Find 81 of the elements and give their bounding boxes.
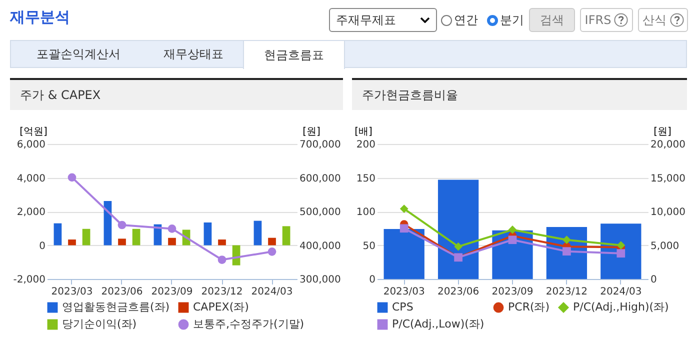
point: [400, 204, 408, 213]
text: 재무상태표: [162, 46, 224, 63]
bar: [118, 238, 126, 246]
y2-tick-label: 10,000: [650, 207, 686, 218]
y2-tick-label: 500,000: [300, 207, 341, 218]
y-tick-label: 6,000: [16, 140, 46, 150]
text: 현금흐름표: [243, 40, 345, 69]
legend-label: PCR(좌): [508, 300, 550, 314]
point: [562, 236, 571, 244]
bar: [204, 222, 212, 246]
legend-label: 당기순이익(좌): [62, 318, 137, 330]
x-tick-label: 2024/03: [600, 286, 642, 298]
y2-tick-label: 300,000: [300, 274, 341, 286]
legend-label: CAPEX(좌): [193, 300, 249, 314]
text: 재무분석: [10, 8, 70, 27]
point: [508, 226, 517, 234]
point: [562, 247, 571, 256]
bar: [168, 238, 176, 246]
y-tick-label: 4,000: [16, 173, 46, 184]
point: [168, 224, 176, 233]
button: IFRS: [580, 8, 633, 32]
legend-label: 영업활동현금흐름(좌): [62, 300, 170, 314]
button: 산식: [638, 8, 688, 32]
y-tick-label: 200: [356, 140, 376, 150]
point: [616, 249, 626, 258]
text: 포괄손익계산서: [36, 46, 122, 63]
x-tick-label: 2023/06: [101, 286, 143, 298]
point: [508, 236, 517, 244]
y2-axis-title: [원]: [302, 126, 320, 138]
point: [268, 247, 276, 256]
y-axis-title: [배]: [354, 126, 372, 138]
bar: [268, 238, 276, 246]
point: [118, 220, 126, 230]
legend-label: P/C(Adj.,Low)(좌): [392, 318, 484, 330]
point: [400, 224, 408, 233]
y2-axis-title: [원]: [654, 126, 672, 138]
y-tick-label: 0: [39, 240, 46, 252]
y-tick-label: 50: [362, 240, 376, 252]
bar: [82, 228, 90, 246]
y-tick-label: 100: [356, 207, 376, 218]
x-tick-label: 2024/03: [251, 286, 293, 298]
y2-tick-label: 0: [650, 274, 657, 286]
y2-tick-label: 700,000: [300, 140, 341, 150]
y2-tick-label: 600,000: [300, 173, 341, 184]
dropdown: 주재무제표: [329, 8, 437, 32]
legend-label: CPS: [392, 300, 414, 314]
text: 분기: [500, 12, 524, 28]
y2-tick-label: 15,000: [650, 173, 686, 184]
x-tick-label: 2023/03: [383, 286, 425, 298]
y-tick-label: 2,000: [16, 207, 46, 218]
bar: [282, 226, 290, 246]
bar: [254, 220, 262, 246]
y2-tick-label: 5,000: [650, 240, 680, 252]
button: 검색: [529, 8, 575, 32]
point: [68, 173, 76, 182]
bar: [218, 240, 226, 246]
x-tick-label: 2023/09: [151, 286, 193, 298]
bar: [54, 223, 62, 246]
x-tick-label: 2023/06: [438, 286, 480, 298]
bar: [384, 229, 424, 279]
x-tick-label: 2023/12: [546, 286, 588, 298]
legend-label: 보통주,수정주가(기말): [193, 318, 304, 330]
chart-title: 주가 & CAPEX: [10, 80, 343, 110]
bar: [104, 201, 112, 246]
y-tick-label: 0: [369, 274, 376, 286]
x-tick-label: 2023/09: [492, 286, 534, 298]
point: [454, 242, 462, 251]
y2-tick-label: 400,000: [300, 240, 341, 252]
x-tick-label: 2023/12: [201, 286, 243, 298]
y2-tick-label: 20,000: [650, 140, 686, 150]
bar: [132, 228, 140, 246]
y-tick-label: 150: [356, 173, 376, 184]
chart-title: 주가현금흐름비율: [352, 80, 687, 110]
text: 연간: [454, 12, 478, 28]
x-tick-label: 2023/03: [51, 286, 93, 298]
y-tick-label: -2,000: [13, 274, 46, 286]
legend-label: P/C(Adj.,High)(좌): [573, 300, 669, 314]
point: [218, 256, 226, 264]
bar: [68, 240, 76, 246]
y-axis-title: [억원]: [20, 126, 48, 138]
bar: [438, 180, 479, 279]
